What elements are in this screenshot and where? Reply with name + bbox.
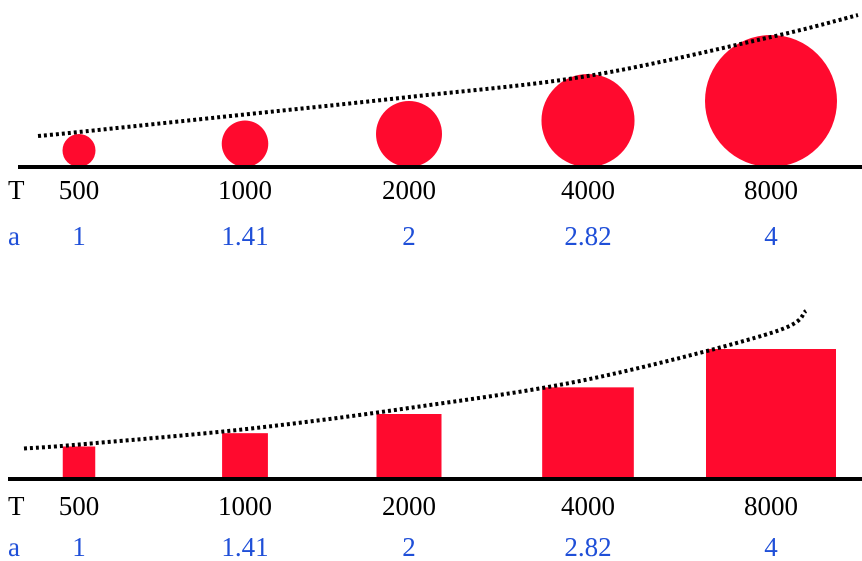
trend-curve bbox=[37, 13, 859, 138]
t-value: 8000 bbox=[744, 175, 798, 205]
t-value: 2000 bbox=[382, 491, 436, 521]
circles-panel: T a 500 1000 2000 4000 8000 1 1.41 2 2.8… bbox=[8, 13, 862, 251]
a-value: 1.41 bbox=[221, 221, 268, 251]
a-value: 4 bbox=[764, 221, 778, 251]
bars-panel: T a 500 1000 2000 4000 8000 1 1.41 2 2.8… bbox=[8, 309, 862, 561]
a-row-label: a bbox=[8, 532, 20, 561]
t-value: 500 bbox=[59, 491, 100, 521]
t-value: 500 bbox=[59, 175, 100, 205]
t-value: 2000 bbox=[382, 175, 436, 205]
bar-shape-1 bbox=[62, 446, 96, 479]
a-value: 2 bbox=[402, 532, 416, 561]
t-value: 1000 bbox=[218, 491, 272, 521]
t-value: 8000 bbox=[744, 491, 798, 521]
a-value: 1 bbox=[72, 221, 86, 251]
bar-shape-3 bbox=[376, 414, 442, 479]
t-value: 1000 bbox=[218, 175, 272, 205]
circle-shape-1 bbox=[62, 134, 96, 167]
circle-shape-2 bbox=[221, 120, 269, 167]
t-value: 4000 bbox=[561, 175, 615, 205]
circle-shape-5 bbox=[705, 35, 837, 167]
t-row-label: T bbox=[8, 491, 25, 521]
a-value: 2 bbox=[402, 221, 416, 251]
bar-shape-4 bbox=[542, 387, 634, 479]
t-value: 4000 bbox=[561, 491, 615, 521]
a-value: 1.41 bbox=[221, 532, 268, 561]
circle-shape-4 bbox=[541, 73, 635, 167]
a-value: 2.82 bbox=[564, 532, 611, 561]
circle-shape-3 bbox=[376, 101, 442, 167]
a-value: 1 bbox=[72, 532, 86, 561]
a-row-label: a bbox=[8, 221, 20, 251]
a-value: 4 bbox=[764, 532, 778, 561]
bar-shape-5 bbox=[706, 349, 836, 479]
bar-shape-2 bbox=[222, 433, 268, 479]
t-row-label: T bbox=[8, 175, 25, 205]
a-value: 2.82 bbox=[564, 221, 611, 251]
